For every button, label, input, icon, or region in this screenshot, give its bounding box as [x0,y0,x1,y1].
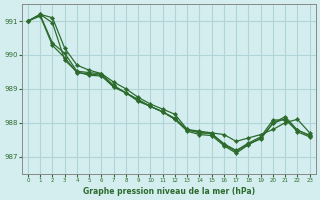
X-axis label: Graphe pression niveau de la mer (hPa): Graphe pression niveau de la mer (hPa) [83,187,255,196]
